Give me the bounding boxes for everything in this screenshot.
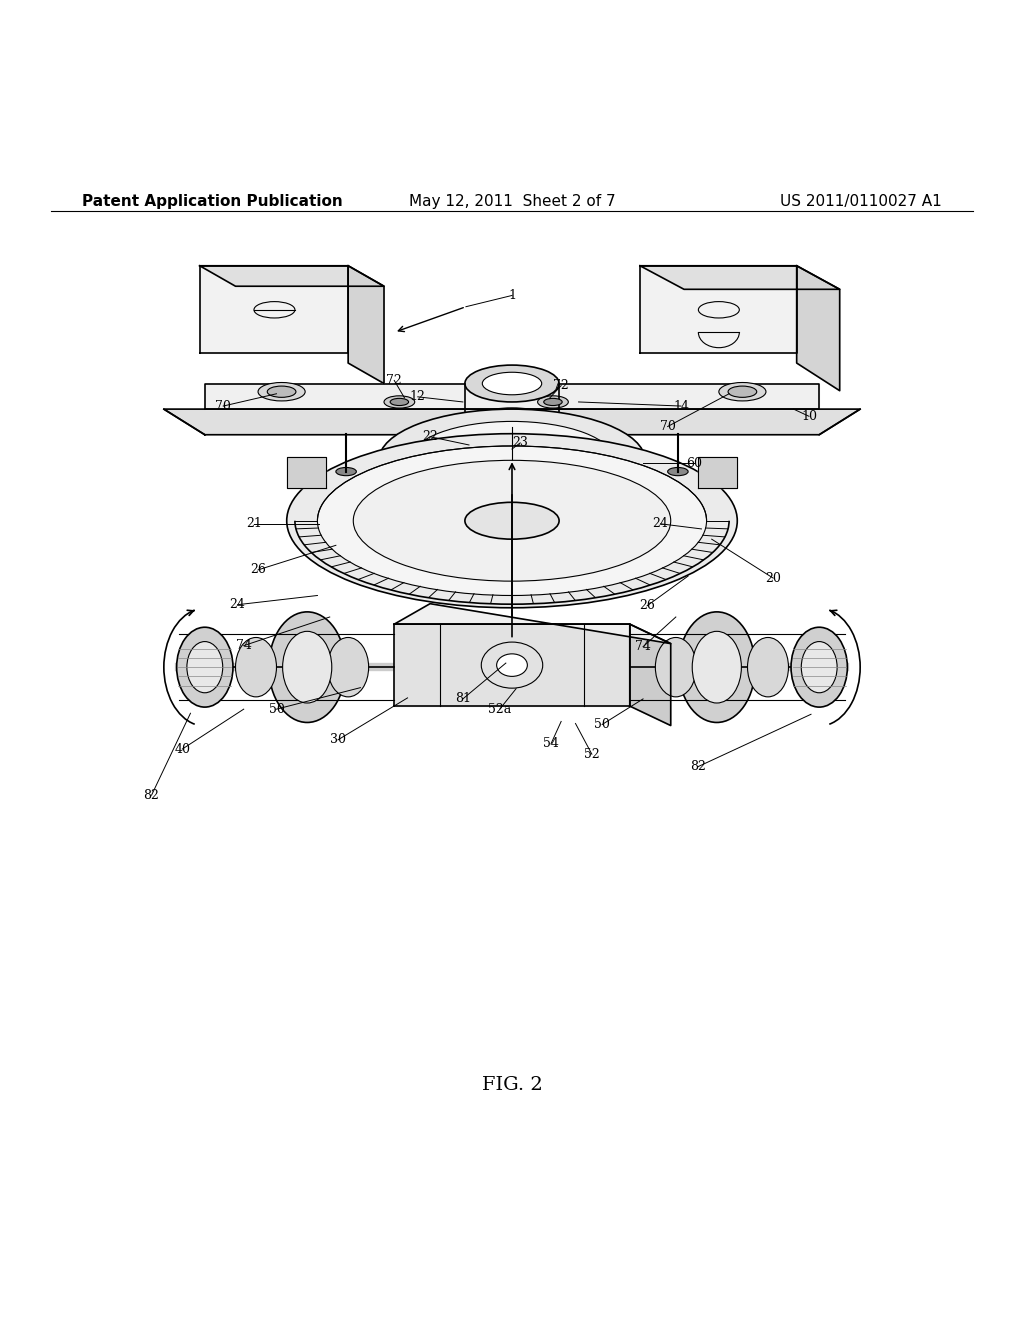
Ellipse shape [379,409,645,512]
Text: 72: 72 [386,374,402,387]
Ellipse shape [236,638,276,697]
Polygon shape [797,265,840,391]
Ellipse shape [497,653,527,676]
Text: 26: 26 [250,564,266,577]
Polygon shape [640,265,797,352]
Text: 50: 50 [594,718,610,731]
Text: 52: 52 [584,747,600,760]
Ellipse shape [465,366,559,403]
Text: 50: 50 [268,702,285,715]
Polygon shape [630,624,671,726]
Polygon shape [640,265,840,289]
Text: 40: 40 [174,743,190,755]
Ellipse shape [177,627,233,708]
Ellipse shape [317,446,707,595]
Text: 22: 22 [422,430,438,444]
Polygon shape [200,265,348,352]
Ellipse shape [336,467,356,475]
Text: 74: 74 [635,640,651,653]
Text: 82: 82 [690,760,707,774]
Ellipse shape [482,372,542,395]
Text: US 2011/0110027 A1: US 2011/0110027 A1 [780,194,942,209]
Text: 60: 60 [686,457,702,470]
Polygon shape [698,457,737,488]
Ellipse shape [465,503,559,539]
Polygon shape [205,384,819,409]
Ellipse shape [538,396,568,408]
Ellipse shape [678,612,755,722]
Text: 82: 82 [143,788,160,801]
Ellipse shape [791,627,848,708]
Ellipse shape [287,434,737,607]
Text: 74: 74 [236,639,252,652]
Ellipse shape [283,631,332,704]
Ellipse shape [186,642,223,693]
Ellipse shape [410,421,614,499]
Ellipse shape [748,638,788,697]
Text: 81: 81 [455,693,471,705]
Text: 21: 21 [246,517,262,531]
Text: 23: 23 [512,437,528,449]
Text: 26: 26 [639,599,655,612]
Text: 20: 20 [765,572,781,585]
Ellipse shape [655,638,696,697]
Text: Patent Application Publication: Patent Application Publication [82,194,343,209]
Ellipse shape [728,385,757,397]
Ellipse shape [353,461,671,581]
Ellipse shape [384,396,415,408]
Text: 10: 10 [801,409,817,422]
Ellipse shape [544,399,562,405]
Ellipse shape [268,612,345,722]
Text: 14: 14 [673,400,689,413]
Ellipse shape [465,442,559,479]
Ellipse shape [482,416,542,438]
Ellipse shape [390,399,409,405]
Text: 70: 70 [659,420,676,433]
Polygon shape [287,457,326,488]
Ellipse shape [465,408,559,445]
Polygon shape [348,265,384,384]
Ellipse shape [328,638,369,697]
Text: 24: 24 [229,598,246,611]
Text: 52a: 52a [488,702,511,715]
Ellipse shape [258,383,305,401]
Ellipse shape [719,383,766,401]
Polygon shape [164,409,860,434]
Polygon shape [394,603,671,644]
Ellipse shape [692,631,741,704]
Text: 70: 70 [215,400,231,413]
Ellipse shape [267,385,296,397]
Polygon shape [200,265,384,286]
Text: FIG. 2: FIG. 2 [481,1076,543,1094]
Text: 1: 1 [508,289,516,302]
Polygon shape [394,624,630,706]
Text: May 12, 2011  Sheet 2 of 7: May 12, 2011 Sheet 2 of 7 [409,194,615,209]
Ellipse shape [802,642,838,693]
Ellipse shape [668,467,688,475]
Text: 24: 24 [652,517,669,531]
Text: 30: 30 [330,734,346,746]
Text: 12: 12 [410,391,426,404]
Text: 72: 72 [553,379,569,392]
Text: 54: 54 [543,738,559,751]
